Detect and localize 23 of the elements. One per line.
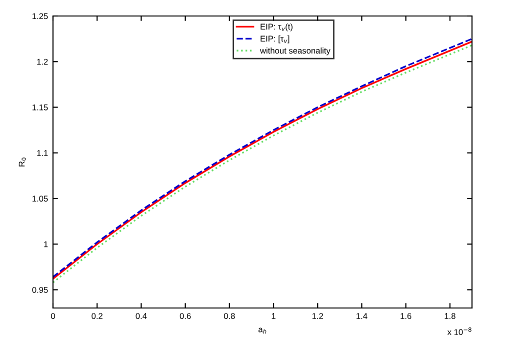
x-tick-label: 0	[51, 313, 55, 319]
y-tick-label: 1.1	[37, 150, 48, 156]
y-tick-label: 1	[44, 241, 48, 248]
legend-label: EIP: [τ$_{v}$]	[260, 36, 290, 44]
y-tick-label: 0.95	[32, 286, 48, 293]
x-tick-label: 0.2	[92, 313, 102, 319]
x-tick-label: 1.6	[400, 313, 412, 319]
x-tick-label: 0.4	[136, 313, 147, 319]
x-tick-label: 0.8	[224, 313, 235, 319]
y-tick-label: 1.15	[32, 104, 48, 110]
y-tick-label: 1.25	[32, 13, 48, 20]
x-tick-label: 1.8	[444, 313, 456, 319]
x-axis-title: a$_{h}$	[258, 328, 266, 334]
y-tick-label: 1.2	[37, 58, 48, 65]
legend-label: EIP: τ$_{v}$(t)	[260, 24, 292, 32]
x-tick-label: 1.4	[356, 313, 368, 319]
legend-label: without seasonality	[260, 48, 330, 56]
y-axis-title: R$_{0}$	[18, 158, 26, 166]
y-tick-label: 1.05	[32, 196, 48, 202]
x-tick-label: 0.6	[180, 313, 191, 319]
x-tick-label: 1.2	[312, 313, 324, 319]
text: x 10$^{−8}$	[447, 327, 472, 336]
x-tick-label: 1	[272, 313, 276, 319]
